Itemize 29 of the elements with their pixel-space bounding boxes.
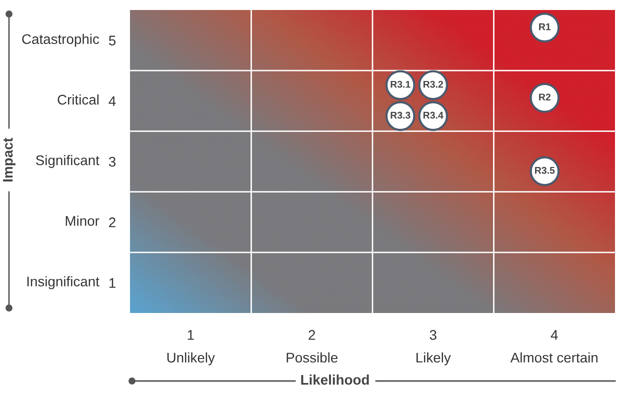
text: Insignificant xyxy=(27,276,100,290)
x-axis-title: Likelihood xyxy=(301,374,369,385)
annotation: R3.4 xyxy=(424,112,444,119)
y-tick-label: 2 xyxy=(109,217,116,228)
text: Likely xyxy=(416,352,451,366)
annotation: R3.3 xyxy=(390,112,410,119)
x-tick-label: 3 xyxy=(430,330,436,340)
annotation: R3.1 xyxy=(390,80,410,88)
text: Minor xyxy=(66,216,100,226)
y-tick-label: 5 xyxy=(108,36,116,46)
point xyxy=(530,12,560,43)
text: Possible xyxy=(286,352,338,363)
annotation: R3.2 xyxy=(424,80,444,88)
text: Impact xyxy=(3,138,16,182)
y-tick-label: 3 xyxy=(108,156,116,167)
text: Unlikely xyxy=(167,352,215,366)
x-tick-label: 2 xyxy=(308,330,316,340)
y-tick-label: 4 xyxy=(108,96,116,106)
annotation: R2 xyxy=(539,94,550,100)
point xyxy=(530,82,560,113)
annotation: R3.5 xyxy=(535,166,555,174)
text: Significant xyxy=(36,155,100,168)
text: Almost certain xyxy=(510,352,598,363)
annotation: R1 xyxy=(539,23,551,30)
x-tick-label: 1 xyxy=(188,330,194,340)
text: Critical xyxy=(58,94,99,105)
x-tick-label: 4 xyxy=(550,330,558,340)
y-tick-label: 1 xyxy=(109,278,116,288)
text: Catastrophic xyxy=(22,34,100,47)
